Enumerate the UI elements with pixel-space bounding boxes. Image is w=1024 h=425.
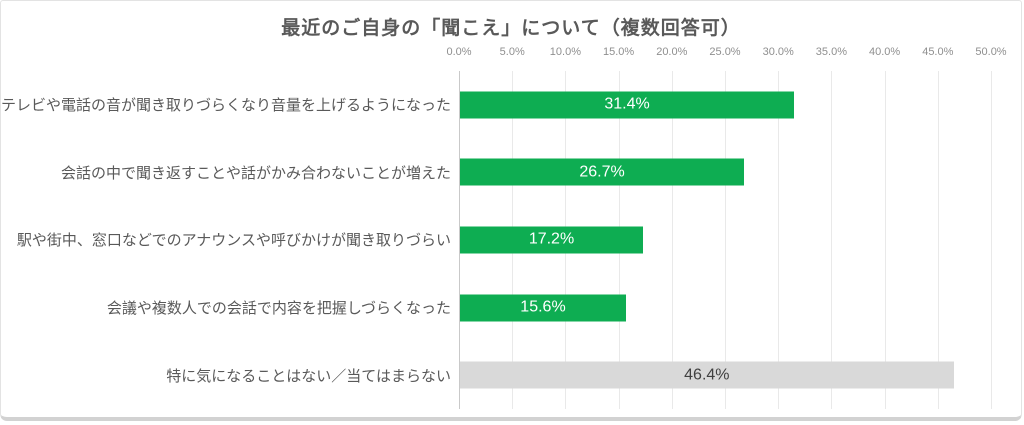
bar: 46.4% (460, 361, 954, 389)
bar-value-label: 26.7% (579, 163, 625, 181)
gridline (778, 71, 780, 409)
bar-value-label: 15.6% (520, 298, 566, 316)
bar-row: 15.6% (459, 274, 991, 342)
category-label: 会話の中で聞き返すことや話がかみ合わないことが増えた (60, 164, 451, 182)
gridline (725, 71, 726, 409)
bar: 26.7% (460, 158, 745, 186)
x-axis: 0.0% 5.0% 10.0% 15.0% 20.0% 25.0% 30.0% 35.0% 40… (446, 46, 1006, 60)
plot-area: 31.4% 26.7% 17.2% 15.6% 46.4% (459, 71, 992, 409)
bar: 15.6% (460, 294, 626, 322)
x-axis-tick-label: 30.0% (762, 46, 794, 58)
bar-row: 26.7% (459, 139, 991, 207)
x-axis-tick-label: 15.0% (602, 46, 635, 58)
x-axis-tick-label: 35.0% (815, 46, 847, 58)
bar: 17.2% (460, 226, 643, 254)
chart-title: 最近のご自身の「聞こえ」について（複数回答可） (281, 18, 741, 39)
gridline (937, 71, 939, 409)
x-axis-tick-label: 40.0% (868, 46, 901, 58)
bar-row: 17.2% (459, 206, 991, 274)
bar: 31.4% (460, 91, 795, 119)
x-axis-tick-label: 20.0% (656, 46, 688, 58)
bar-row: 46.4% (459, 341, 991, 409)
bar-value-label: 17.2% (528, 230, 575, 248)
x-axis-tick-label: 10.0% (549, 46, 581, 58)
category-label: テレビや電話の音が聞き取りづらくなり音量を上げるようになった (0, 97, 451, 115)
gridline (991, 71, 992, 409)
x-axis-tick-label: 0.0% (446, 46, 472, 58)
bar-row: 31.4% (459, 71, 991, 139)
x-axis-tick-label: 45.0% (922, 46, 954, 58)
y-axis-line (459, 71, 460, 409)
category-label: 駅や街中、窓口などでのアナウンスや呼びかけが聞き取りづらい (16, 232, 451, 250)
x-axis-tick-label: 25.0% (709, 46, 741, 58)
category-label: 特に気になることはない／当てはまらない (166, 367, 451, 385)
x-axis-tick-label: 5.0% (499, 46, 525, 58)
bar-value-label: 31.4% (604, 95, 650, 113)
gridline (831, 71, 833, 409)
gridline (671, 71, 673, 409)
bar-value-label: 46.4% (684, 366, 730, 384)
gridline (884, 71, 886, 409)
category-axis: テレビや電話の音が聞き取りづらくなり音量を上げるようになった会話の中で聞き返すこ… (0, 71, 451, 409)
x-axis-tick-label: 50.0% (975, 46, 1007, 58)
category-label: 会議や複数人での会話で内容を把握しづらくなった (106, 300, 451, 318)
